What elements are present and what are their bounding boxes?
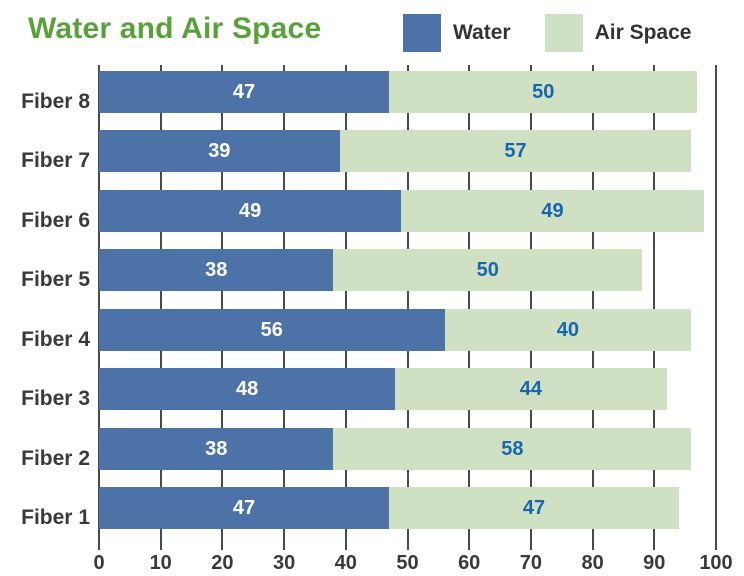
bar-value-label: 48 xyxy=(235,378,259,401)
bar-value-label: 39 xyxy=(208,140,231,163)
bar-segment-water: 38 xyxy=(99,427,334,470)
bar-row-fiber-2: 38 58 xyxy=(99,427,692,470)
gridline-0 xyxy=(98,65,100,550)
x-tick-label-70: 70 xyxy=(519,552,543,574)
gridline-20 xyxy=(221,65,224,550)
y-axis-label-fiber-4: Fiber 4 xyxy=(21,327,90,351)
legend-swatch-air-space-icon xyxy=(544,14,583,52)
x-tick-label-10: 10 xyxy=(149,552,172,574)
bar-segment-air-space: 47 xyxy=(388,487,679,530)
chart-title: Water and Air Space xyxy=(28,12,322,45)
bar-segment-water: 49 xyxy=(99,189,402,232)
x-tick-label-40: 40 xyxy=(334,552,357,574)
gridline-100 xyxy=(715,65,717,550)
legend-swatch-water-icon xyxy=(403,14,441,52)
y-axis-label-fiber-6: Fiber 6 xyxy=(21,208,90,232)
y-axis-label-fiber-7: Fiber 7 xyxy=(21,149,90,173)
bar-row-fiber-8: 47 50 xyxy=(99,70,698,113)
gridline-60 xyxy=(468,65,471,550)
bar-value-label: 49 xyxy=(541,199,564,222)
y-axis-label-fiber-2: Fiber 2 xyxy=(21,446,90,470)
bar-segment-air-space: 49 xyxy=(401,189,704,232)
legend: Water Air Space xyxy=(403,14,725,52)
bar-value-label: 38 xyxy=(205,437,228,460)
x-tick-label-100: 100 xyxy=(699,552,733,574)
gridline-10 xyxy=(159,65,162,550)
gridline-30 xyxy=(283,65,286,550)
bar-row-fiber-4: 56 40 xyxy=(99,308,692,351)
x-tick-label-50: 50 xyxy=(396,552,419,574)
bar-row-fiber-1: 47 47 xyxy=(99,487,679,530)
bar-value-label: 56 xyxy=(260,318,283,341)
x-tick-label-0: 0 xyxy=(93,552,105,574)
x-tick-label-90: 90 xyxy=(643,552,666,574)
gridline-70 xyxy=(529,65,532,550)
bar-value-label: 50 xyxy=(532,80,555,103)
bar-row-fiber-5: 38 50 xyxy=(99,249,642,292)
bar-segment-air-space: 58 xyxy=(333,427,692,470)
x-tick-label-30: 30 xyxy=(272,552,296,574)
bar-segment-air-space: 40 xyxy=(444,308,692,351)
bar-segment-water: 39 xyxy=(99,130,340,173)
bar-value-label: 58 xyxy=(501,437,524,460)
plot-area: 47 50 39 57 49 49 38 50 56 40 48 44 38 58 47 47 xyxy=(98,65,717,550)
x-tick-label-60: 60 xyxy=(458,552,481,574)
x-tick-label-80: 80 xyxy=(581,552,604,574)
bar-segment-water: 38 xyxy=(99,249,334,292)
bar-value-label: 47 xyxy=(232,497,256,520)
bar-segment-air-space: 44 xyxy=(395,368,667,411)
bar-value-label: 47 xyxy=(232,80,256,103)
bar-segment-air-space: 50 xyxy=(388,70,698,113)
y-axis-label-fiber-5: Fiber 5 xyxy=(21,268,90,292)
bar-segment-water: 48 xyxy=(99,368,396,411)
x-tick-label-20: 20 xyxy=(211,552,234,574)
bar-segment-water: 47 xyxy=(99,487,389,530)
bar-segment-water: 47 xyxy=(99,70,389,113)
bar-segment-water: 56 xyxy=(99,308,445,351)
bar-value-label: 49 xyxy=(239,199,262,222)
bar-row-fiber-7: 39 57 xyxy=(99,130,692,173)
gridline-50 xyxy=(406,65,409,550)
gridline-40 xyxy=(344,65,347,550)
bar-segment-air-space: 57 xyxy=(339,130,692,173)
bar-value-label: 50 xyxy=(476,259,499,282)
legend-label-water: Water xyxy=(453,21,511,44)
y-axis-label-fiber-1: Fiber 1 xyxy=(21,506,90,530)
bar-segment-air-space: 50 xyxy=(333,249,642,292)
y-axis-label-fiber-3: Fiber 3 xyxy=(21,387,90,411)
bar-value-label: 57 xyxy=(504,140,527,163)
y-axis-label-fiber-8: Fiber 8 xyxy=(21,89,90,113)
gridline-80 xyxy=(591,65,594,550)
bar-value-label: 40 xyxy=(556,318,580,341)
gridline-90 xyxy=(653,65,656,550)
bar-row-fiber-6: 49 49 xyxy=(99,189,704,232)
legend-label-air-space: Air Space xyxy=(594,21,692,44)
bar-value-label: 47 xyxy=(522,497,546,520)
bar-value-label: 38 xyxy=(205,259,228,282)
bar-row-fiber-3: 48 44 xyxy=(99,368,667,411)
bar-value-label: 44 xyxy=(519,378,543,401)
